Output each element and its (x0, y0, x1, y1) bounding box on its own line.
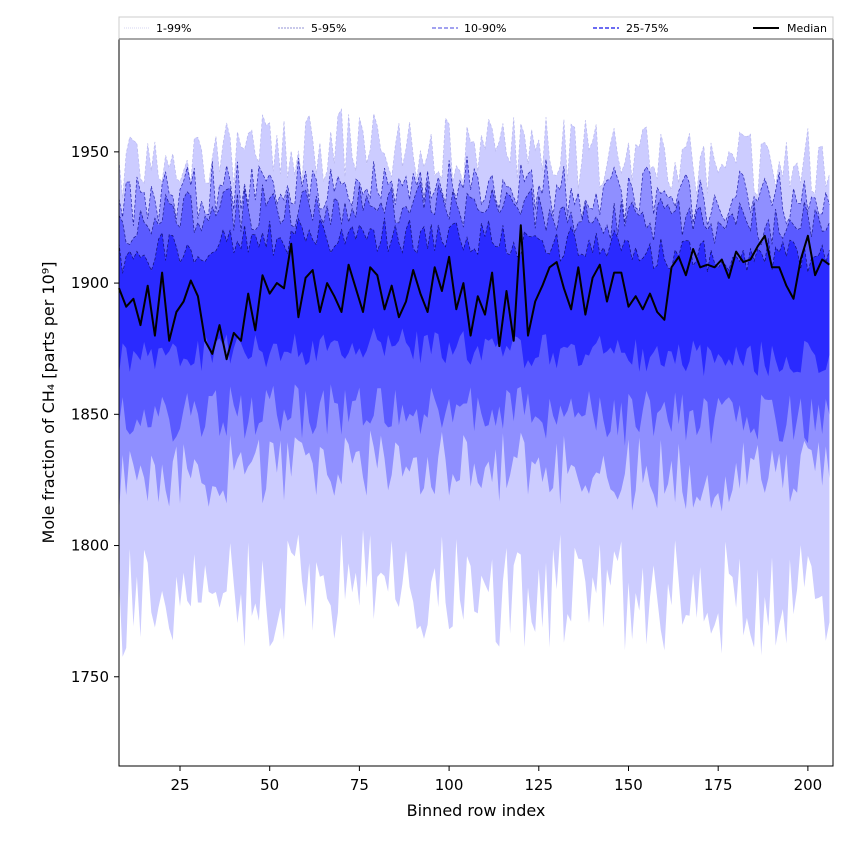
x-tick-label: 100 (435, 776, 464, 794)
y-axis-ticks: 1750 1800 1850 1900 1950 (71, 143, 119, 686)
x-tick-label: 50 (260, 776, 279, 794)
legend: 1-99% 5-95% 10-90% 25-75% Median (118, 16, 834, 40)
x-tick-label: 25 (170, 776, 189, 794)
y-tick-label: 1950 (71, 143, 109, 161)
legend-entries: 1-99% 5-95% 10-90% 25-75% Median (124, 22, 827, 35)
x-tick-label: 200 (794, 776, 823, 794)
median-series (118, 224, 830, 361)
y-axis-label: Mole fraction of CH₄ [parts per 10⁹] (39, 262, 58, 544)
percentile-bands (118, 108, 830, 657)
band-upper-edge-p25_75 (118, 217, 830, 274)
band-upper-edge-p5_95 (118, 156, 830, 226)
legend-label-median: Median (787, 22, 827, 35)
x-axis-label: Binned row index (407, 801, 546, 820)
x-tick-label: 75 (350, 776, 369, 794)
median-line (118, 224, 830, 361)
x-tick-label: 125 (524, 776, 553, 794)
band-upper-edge-p10_90 (118, 180, 830, 248)
y-tick-label: 1900 (71, 274, 109, 292)
band-upper-edge-p1_99 (118, 108, 830, 199)
legend-label-p10_90: 10-90% (464, 22, 506, 35)
legend-label-p5_95: 5-95% (311, 22, 346, 35)
y-tick-label: 1800 (71, 537, 109, 555)
x-tick-label: 175 (704, 776, 733, 794)
x-tick-label: 150 (614, 776, 643, 794)
y-tick-label: 1750 (71, 668, 109, 686)
legend-label-p1_99: 1-99% (156, 22, 191, 35)
y-tick-label: 1850 (71, 405, 109, 423)
x-axis-ticks: 25 50 75 100 125 150 175 200 (170, 766, 822, 794)
legend-label-p25_75: 25-75% (626, 22, 668, 35)
